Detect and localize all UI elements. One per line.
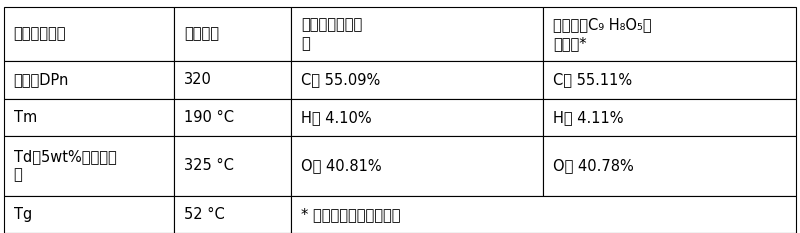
Bar: [174, 99, 291, 136]
Bar: [4, 7, 174, 61]
Bar: [291, 7, 543, 61]
Text: H： 4.11%: H： 4.11%: [553, 110, 623, 125]
Text: Td（5wt%失重温度
）: Td（5wt%失重温度 ）: [14, 149, 116, 182]
Bar: [291, 99, 543, 136]
Bar: [291, 61, 543, 99]
Bar: [291, 195, 796, 233]
Text: 物理化学性质: 物理化学性质: [14, 27, 66, 41]
Bar: [291, 136, 543, 195]
Text: 52 °C: 52 °C: [184, 207, 225, 222]
Text: 测定结果: 测定结果: [184, 27, 219, 41]
Bar: [543, 136, 796, 195]
Bar: [174, 195, 291, 233]
Text: C： 55.09%: C： 55.09%: [301, 72, 380, 87]
Bar: [174, 136, 291, 195]
Text: C： 55.11%: C： 55.11%: [553, 72, 632, 87]
Text: 325 °C: 325 °C: [184, 158, 234, 173]
Text: 190 °C: 190 °C: [184, 110, 234, 125]
Text: H： 4.10%: H： 4.10%: [301, 110, 372, 125]
Text: Tm: Tm: [14, 110, 37, 125]
Bar: [174, 7, 291, 61]
Text: 结构单元C₉ H₈O₅元
素组成*: 结构单元C₉ H₈O₅元 素组成*: [553, 17, 651, 51]
Text: Tg: Tg: [14, 207, 32, 222]
Bar: [543, 7, 796, 61]
Bar: [174, 61, 291, 99]
Bar: [543, 61, 796, 99]
Bar: [4, 61, 174, 99]
Text: * 元素组成的理论计算値: * 元素组成的理论计算値: [301, 207, 401, 222]
Text: O： 40.78%: O： 40.78%: [553, 158, 634, 173]
Text: 聚合度DPn: 聚合度DPn: [14, 72, 69, 87]
Bar: [4, 195, 174, 233]
Bar: [4, 99, 174, 136]
Text: 元素分析测定结
果: 元素分析测定结 果: [301, 17, 362, 51]
Bar: [543, 99, 796, 136]
Text: O： 40.81%: O： 40.81%: [301, 158, 382, 173]
Text: 320: 320: [184, 72, 212, 87]
Bar: [4, 136, 174, 195]
